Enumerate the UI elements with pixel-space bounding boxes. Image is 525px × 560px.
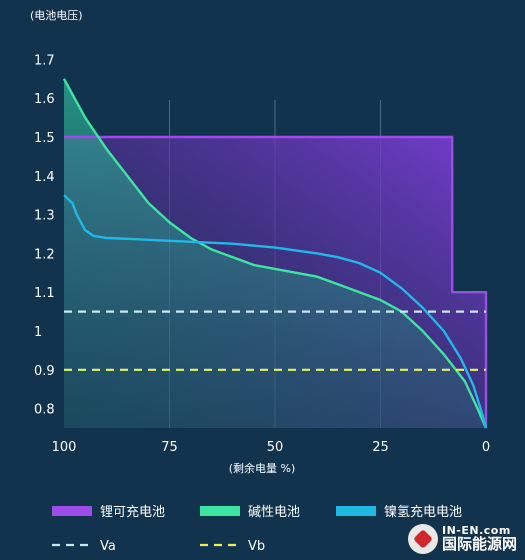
watermark-logo-icon xyxy=(407,524,438,554)
y-tick-1_4: 1.4 xyxy=(34,170,55,185)
watermark-text: IN-EN.com 国际能源网 xyxy=(442,525,517,552)
y-tick-1_5: 1.5 xyxy=(34,131,55,146)
y-tick-0_8: 0.8 xyxy=(34,403,55,418)
y-tick-0_9: 0.9 xyxy=(34,364,55,379)
x-tick-0: 0 xyxy=(482,440,490,455)
legend-swatch-lithium xyxy=(52,506,92,516)
legend-label-alkaline: 碱性电池 xyxy=(248,505,300,520)
legend-label-va: Va xyxy=(100,539,116,554)
y-axis-label: (电池电压) xyxy=(30,9,83,22)
area-layer xyxy=(64,78,486,429)
legend: 锂可充电池 碱性电池 镍氢充电电池 Va Vb xyxy=(52,504,462,554)
x-tick-100: 100 xyxy=(52,440,77,455)
y-tick-1: 1 xyxy=(34,325,42,340)
legend-swatch-alkaline xyxy=(200,506,240,516)
series-line-lithium xyxy=(64,135,488,428)
legend-label-lithium: 锂可充电池 xyxy=(100,504,165,520)
series-line-alkaline xyxy=(62,78,488,429)
line-layer xyxy=(62,78,488,429)
y-tick-1_6: 1.6 xyxy=(34,92,55,107)
x-axis-label: (剩余电量 %) xyxy=(229,461,296,475)
legend-label-nimh: 镍氢充电电池 xyxy=(384,504,462,520)
legend-label-vb: Vb xyxy=(248,539,265,554)
y-tick-1_3: 1.3 xyxy=(34,209,55,224)
x-tick-50: 50 xyxy=(267,440,284,455)
x-tick-25: 25 xyxy=(372,440,389,455)
axis-layer: (电池电压) (剩余电量 %) 100 75 50 25 0 0.8 0.9 1 1.1 1.2 1… xyxy=(30,9,490,475)
y-tick-1_1: 1.1 xyxy=(34,286,55,301)
watermark: IN-EN.com 国际能源网 xyxy=(407,524,517,554)
series-area-alkaline xyxy=(64,78,486,429)
y-tick-1_7: 1.7 xyxy=(34,53,55,68)
series-line-nimh xyxy=(63,194,488,429)
x-tick-75: 75 xyxy=(161,440,178,455)
y-tick-1_2: 1.2 xyxy=(34,247,55,262)
watermark-name: 国际能源网 xyxy=(441,534,517,553)
legend-swatch-nimh xyxy=(336,506,376,516)
watermark-site: IN-EN.com xyxy=(441,524,511,538)
